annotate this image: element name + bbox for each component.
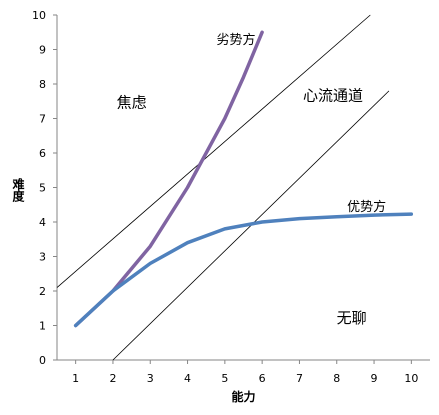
y-tick-label: 2 (39, 285, 46, 298)
y-tick-label: 3 (39, 251, 46, 264)
region-label-anxiety: 焦虑 (117, 93, 147, 111)
flow-channel-upper-line (56, 14, 371, 288)
y-tick-label: 8 (39, 78, 46, 91)
series-lines (73, 30, 414, 328)
x-tick-label: 5 (221, 372, 228, 385)
y-tick-label: 10 (32, 9, 46, 22)
y-tick-label: 9 (39, 44, 46, 57)
y-axis-title: 难度 (11, 177, 25, 203)
y-tick-label: 5 (39, 182, 46, 195)
y-tick-label: 0 (39, 354, 46, 367)
y-tick-label: 6 (39, 147, 46, 160)
x-tick-label: 6 (259, 372, 266, 385)
x-tick-label: 8 (333, 372, 340, 385)
y-tick-label: 4 (39, 216, 46, 229)
x-tick-label: 7 (296, 372, 303, 385)
series-line-disadvantaged (73, 30, 264, 328)
x-tick-label: 4 (184, 372, 191, 385)
x-axis-title: 能力 (231, 389, 255, 404)
series-label-advantaged: 优势方 (347, 199, 386, 215)
region-label-boredom: 无聊 (337, 309, 367, 327)
series-label-disadvantaged: 劣势方 (217, 32, 256, 48)
y-tick-label: 1 (39, 320, 46, 333)
x-tick-label: 1 (72, 372, 79, 385)
x-tick-label: 3 (147, 372, 154, 385)
x-tick-label: 2 (109, 372, 116, 385)
x-tick-label: 9 (371, 372, 378, 385)
x-tick-label: 10 (404, 372, 418, 385)
y-tick-label: 7 (39, 113, 46, 126)
axes: 0 1 2 3 4 5 6 7 8 9 10 1 2 3 4 5 6 7 8 9 10 能力 难度 (11, 9, 430, 404)
region-label-flow-channel: 心流通道 (303, 86, 363, 104)
series-line-advantaged (73, 212, 414, 328)
